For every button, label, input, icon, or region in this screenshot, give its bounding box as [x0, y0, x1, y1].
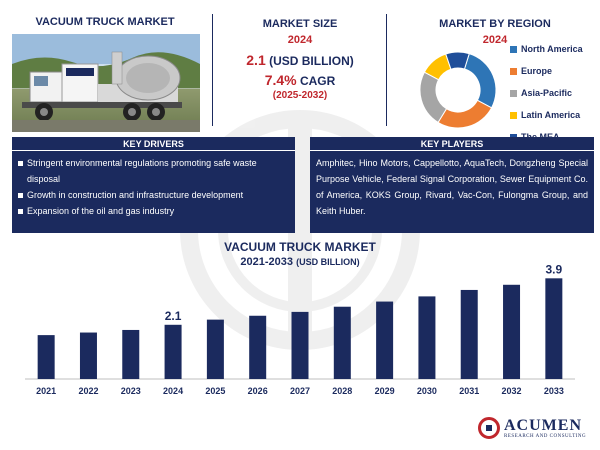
legend-swatch [510, 67, 517, 75]
legend-label: Asia-Pacific [521, 88, 573, 98]
donut-slice [445, 51, 470, 70]
vacuum-truck-image [12, 34, 200, 132]
driver-text: Expansion of the oil and gas industry [27, 206, 175, 216]
key-players-text: Amphitec, Hino Motors, Cappellotto, Aqua… [316, 158, 588, 216]
divider-right [386, 14, 387, 126]
driver-text: Stringent environmental regulations prom… [27, 158, 257, 184]
tick-label-2022: 2022 [78, 386, 98, 396]
tick-label-2033: 2033 [544, 386, 564, 396]
bar-2028 [333, 306, 351, 379]
tick-label-2032: 2032 [502, 386, 522, 396]
tick-label-2027: 2027 [290, 386, 310, 396]
market-size-unit: (USD BILLION) [269, 54, 354, 68]
bar-2021 [37, 335, 55, 379]
driver-item: Stringent environmental regulations prom… [12, 155, 295, 187]
market-bar-chart: 2021 2022 2023 2024 2.1 2025 2026 2027 2028 2029 2… [25, 262, 575, 396]
bar-2031 [460, 289, 478, 379]
chart-subtitle-unit: (USD BILLION) [296, 257, 360, 267]
chart-subtitle-range: 2021-2033 [240, 256, 294, 268]
market-size-value: 2.1 (USD BILLION) [224, 52, 376, 68]
market-size-title: MARKET SIZE [262, 18, 338, 30]
key-players-title: KEY PLAYERS [310, 137, 594, 151]
acumen-logo-icon [478, 417, 500, 439]
region-title: MARKET BY REGION [439, 18, 551, 30]
region-year: 2024 [482, 34, 508, 46]
driver-item: Growth in construction and infrastructur… [12, 187, 295, 203]
legend-label: North America [521, 44, 583, 54]
driver-item: Expansion of the oil and gas industry [12, 203, 295, 219]
legend-item: Latin America [510, 104, 600, 126]
tick-label-2021: 2021 [36, 386, 56, 396]
legend-label: Europe [521, 66, 553, 76]
key-drivers-box: KEY DRIVERS Stringent environmental regu… [12, 137, 295, 233]
legend-item: Europe [510, 60, 600, 82]
bar-2030 [418, 296, 436, 379]
tick-label-2031: 2031 [459, 386, 479, 396]
tick-label-2023: 2023 [121, 386, 141, 396]
region-donut-chart [419, 51, 497, 129]
data-label-2033: 3.9 [546, 262, 563, 276]
tick-label-2029: 2029 [375, 386, 395, 396]
cagr-period: (2025-2032) [272, 90, 328, 101]
bullet-icon [18, 209, 23, 214]
acumen-logo-wordmark: ACUMEN RESEARCH AND CONSULTING [504, 416, 587, 439]
cagr-number: 7.4% [264, 72, 297, 88]
market-size-number: 2.1 [246, 52, 266, 68]
bar-2023 [122, 329, 140, 379]
region-legend: North America Europe Asia-Pacific Latin Ame… [510, 38, 600, 148]
bar-2022 [79, 332, 97, 379]
page-title: VACUUM TRUCK MARKET [35, 16, 175, 28]
bar-2033 [545, 278, 563, 379]
bar-2026 [249, 315, 267, 379]
tick-label-2026: 2026 [248, 386, 268, 396]
bullet-icon [18, 161, 23, 166]
legend-item: North America [510, 38, 600, 60]
divider-left [212, 14, 213, 126]
donut-slice [463, 53, 497, 109]
cagr-value: 7.4% CAGR [224, 72, 376, 88]
bar-2029 [376, 301, 394, 379]
key-drivers-title: KEY DRIVERS [12, 137, 295, 151]
bar-2025 [206, 319, 224, 379]
legend-label: Latin America [521, 110, 581, 120]
legend-swatch [510, 45, 517, 53]
logo-subtitle: RESEARCH AND CONSULTING [504, 433, 587, 439]
key-players-box: KEY PLAYERS Amphitec, Hino Motors, Cappe… [310, 137, 594, 233]
chart-subtitle: 2021-2033 (USD BILLION) [150, 256, 450, 268]
bar-2032 [503, 284, 521, 379]
bar-2024 [164, 324, 182, 379]
tick-label-2025: 2025 [205, 386, 225, 396]
logo-name: ACUMEN [504, 416, 582, 434]
donut-slice [437, 99, 493, 129]
chart-title: VACUUM TRUCK MARKET [224, 240, 376, 254]
bar-2027 [291, 311, 309, 379]
data-label-2024: 2.1 [165, 309, 182, 323]
legend-swatch [510, 89, 517, 97]
driver-text: Growth in construction and infrastructur… [27, 190, 244, 200]
legend-item: Asia-Pacific [510, 82, 600, 104]
tick-label-2028: 2028 [332, 386, 352, 396]
tick-label-2030: 2030 [417, 386, 437, 396]
cagr-label: CAGR [299, 74, 336, 88]
key-drivers-list: Stringent environmental regulations prom… [12, 151, 295, 219]
market-size-year: 2024 [287, 34, 313, 46]
bullet-icon [18, 193, 23, 198]
truck-illustration [12, 34, 200, 132]
acumen-logo: ACUMEN RESEARCH AND CONSULTING [478, 410, 598, 446]
legend-swatch [510, 111, 517, 119]
tick-label-2024: 2024 [163, 386, 183, 396]
donut-slice [419, 71, 448, 124]
